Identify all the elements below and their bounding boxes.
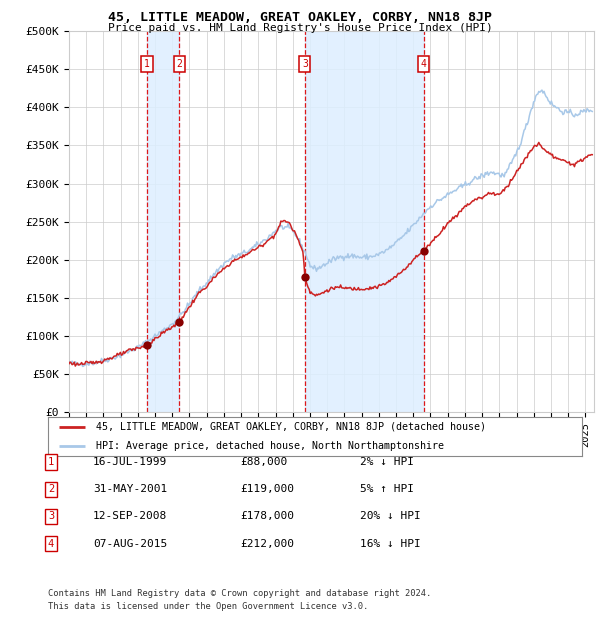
Text: 20% ↓ HPI: 20% ↓ HPI [360,512,421,521]
Text: £88,000: £88,000 [240,457,287,467]
Text: 1: 1 [48,457,54,467]
Text: 2: 2 [176,59,182,69]
Text: 4: 4 [48,539,54,549]
Text: This data is licensed under the Open Government Licence v3.0.: This data is licensed under the Open Gov… [48,602,368,611]
Text: £178,000: £178,000 [240,512,294,521]
Text: 1: 1 [144,59,150,69]
Text: Price paid vs. HM Land Registry's House Price Index (HPI): Price paid vs. HM Land Registry's House … [107,23,493,33]
Text: 07-AUG-2015: 07-AUG-2015 [93,539,167,549]
Text: 3: 3 [302,59,308,69]
Text: £212,000: £212,000 [240,539,294,549]
Bar [305,31,424,412]
Text: Contains HM Land Registry data © Crown copyright and database right 2024.: Contains HM Land Registry data © Crown c… [48,590,431,598]
Text: 3: 3 [48,512,54,521]
Text: £119,000: £119,000 [240,484,294,494]
Text: 2: 2 [48,484,54,494]
Text: 2% ↓ HPI: 2% ↓ HPI [360,457,414,467]
Text: 45, LITTLE MEADOW, GREAT OAKLEY, CORBY, NN18 8JP: 45, LITTLE MEADOW, GREAT OAKLEY, CORBY, … [108,11,492,24]
Text: 4: 4 [421,59,427,69]
Text: 16% ↓ HPI: 16% ↓ HPI [360,539,421,549]
Text: 5% ↑ HPI: 5% ↑ HPI [360,484,414,494]
Text: 45, LITTLE MEADOW, GREAT OAKLEY, CORBY, NN18 8JP (detached house): 45, LITTLE MEADOW, GREAT OAKLEY, CORBY, … [96,422,486,432]
Text: HPI: Average price, detached house, North Northamptonshire: HPI: Average price, detached house, Nort… [96,441,444,451]
Text: 16-JUL-1999: 16-JUL-1999 [93,457,167,467]
Text: 31-MAY-2001: 31-MAY-2001 [93,484,167,494]
Bar [147,31,179,412]
Text: 12-SEP-2008: 12-SEP-2008 [93,512,167,521]
